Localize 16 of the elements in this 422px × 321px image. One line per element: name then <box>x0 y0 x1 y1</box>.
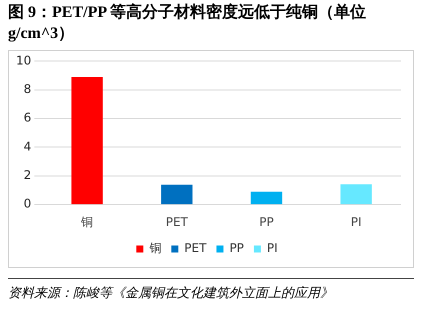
y-tick-label: 4 <box>24 139 32 154</box>
text: 资料来源：陈峻等《金属铜在文化建筑外立面上的应用》 <box>8 284 334 302</box>
y-tick-label: 8 <box>24 82 32 96</box>
x-tick-label: PET <box>166 214 189 229</box>
x-tick-label: PI <box>350 214 362 229</box>
legend-label: PP <box>229 241 244 256</box>
x-tick-label: PP <box>259 214 274 229</box>
legend-label: 铜 <box>148 241 162 256</box>
y-tick-label: 10 <box>16 53 32 68</box>
y-tick-label: 0 <box>24 196 32 211</box>
legend-label: PET <box>184 241 208 256</box>
y-tick-label: 6 <box>24 110 32 125</box>
y-tick-label: 2 <box>24 168 32 182</box>
chart-title: 图 9：PET/PP 等高分子材料密度远低于纯铜（单位 g/cm^3） <box>7 2 368 44</box>
legend-label: PI <box>266 241 278 256</box>
x-tick-label: 铜 <box>80 214 94 229</box>
